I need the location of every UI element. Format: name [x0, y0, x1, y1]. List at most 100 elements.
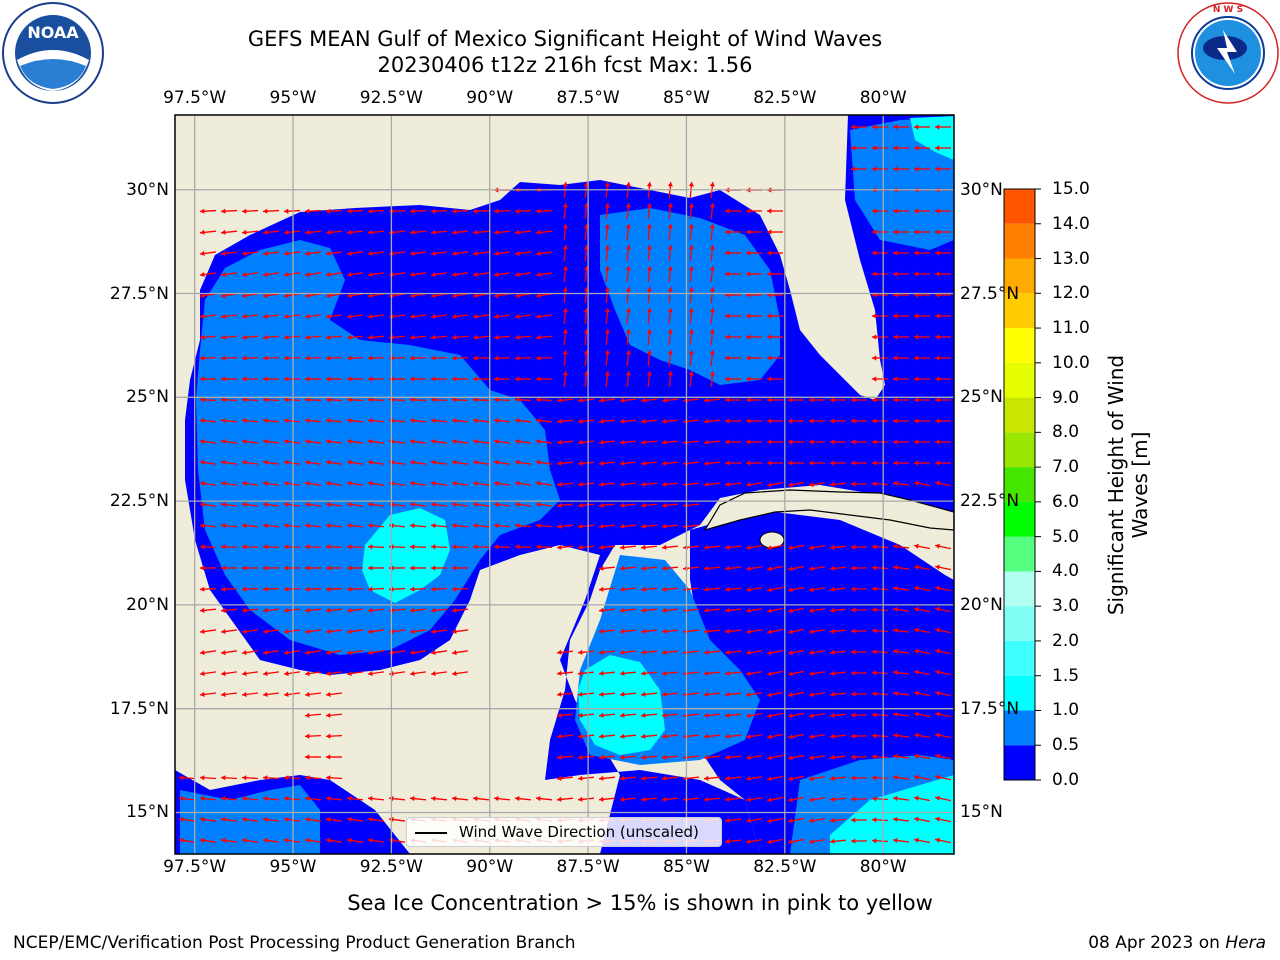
wave-direction-arrow: [220, 229, 238, 235]
wave-direction-arrow: [346, 355, 364, 361]
wave-direction-arrow: [514, 397, 532, 403]
wave-direction-arrow: [914, 439, 930, 445]
wave-direction-arrow: [430, 544, 448, 550]
wave-direction-arrow: [745, 629, 763, 635]
wave-direction-arrow: [935, 753, 951, 760]
wave-direction-arrow: [220, 523, 238, 529]
wave-direction-arrow: [283, 586, 301, 592]
wave-direction-arrow: [304, 650, 322, 656]
wave-direction-arrow: [788, 565, 804, 572]
wave-direction-arrow: [409, 376, 427, 382]
wave-direction-arrow: [199, 586, 217, 592]
wave-direction-arrow: [661, 691, 679, 697]
wave-direction-arrow: [241, 796, 259, 802]
wave-direction-arrow: [241, 523, 259, 529]
wave-direction-arrow: [220, 565, 238, 571]
wave-direction-arrow: [451, 313, 469, 320]
map-legend: Wind Wave Direction (unscaled): [406, 817, 722, 847]
wave-direction-arrow: [220, 501, 238, 508]
wave-direction-arrow: [430, 272, 448, 278]
lat-label-left: 17.5°N: [109, 698, 169, 719]
wave-direction-arrow: [199, 334, 217, 340]
wave-direction-arrow: [619, 754, 637, 760]
wave-direction-arrow: [703, 712, 721, 718]
wave-direction-arrow: [262, 397, 280, 403]
wave-direction-arrow: [556, 439, 574, 445]
lat-label-right: 25°N: [960, 387, 1003, 408]
wave-direction-arrow: [829, 838, 847, 844]
colorbar-segment: [1004, 675, 1035, 711]
wave-direction-arrow: [703, 586, 721, 592]
wave-direction-arrow: [535, 376, 553, 382]
wave-direction-arrow: [304, 376, 322, 382]
wave-direction-arrow: [514, 250, 532, 257]
wave-direction-arrow: [409, 272, 427, 278]
wave-direction-arrow: [220, 418, 238, 424]
wave-direction-arrow: [325, 250, 343, 257]
wave-direction-arrow: [788, 439, 804, 445]
wave-direction-arrow: [935, 627, 951, 634]
wave-direction-arrow: [451, 229, 469, 235]
wave-direction-arrow: [935, 543, 951, 550]
wave-direction-arrow: [178, 816, 196, 823]
wave-direction-arrow: [241, 775, 259, 781]
wave-direction-arrow: [304, 544, 322, 550]
wave-region-mid: [196, 240, 560, 655]
wave-direction-arrow: [724, 607, 742, 613]
wave-direction-arrow: [472, 544, 490, 550]
wave-direction-arrow: [493, 438, 511, 445]
wave-direction-arrow: [829, 481, 847, 487]
lat-label-right: 27.5°N: [960, 283, 1020, 304]
wave-direction-arrow: [619, 418, 637, 424]
wave-direction-arrow: [241, 418, 259, 424]
wave-direction-arrow: [914, 543, 930, 550]
wave-direction-arrow: [346, 837, 364, 843]
wave-direction-arrow: [646, 370, 652, 388]
wave-direction-arrow: [493, 355, 511, 361]
wave-direction-arrow: [262, 691, 280, 698]
wave-direction-arrow: [241, 691, 259, 698]
wave-direction-arrow: [661, 670, 679, 676]
lat-label-right: 22.5°N: [960, 491, 1020, 512]
wave-direction-arrow: [430, 628, 448, 635]
wave-direction-arrow: [262, 313, 280, 320]
wave-direction-arrow: [514, 796, 532, 802]
wave-direction-arrow: [935, 418, 951, 424]
colorbar-segment: [1004, 328, 1035, 363]
wave-direction-arrow: [808, 629, 826, 635]
wave-direction-arrow: [346, 565, 364, 571]
wave-direction-arrow: [871, 817, 889, 823]
colorbar-segment: [1004, 467, 1035, 502]
wave-direction-arrow: [640, 586, 658, 592]
wave-direction-arrow: [409, 229, 427, 235]
wave-direction-arrow: [199, 796, 217, 802]
wave-direction-arrow: [472, 523, 490, 529]
wave-direction-arrow: [178, 837, 196, 843]
wave-direction-arrow: [556, 649, 574, 655]
wave-direction-arrow: [409, 480, 427, 487]
wave-direction-arrow: [667, 244, 673, 262]
wave-direction-arrow: [724, 712, 742, 718]
colorbar-tick-label: 4.0: [1052, 561, 1080, 582]
wave-direction-arrow: [367, 480, 385, 487]
wave-direction-arrow: [241, 586, 259, 592]
wave-direction-arrow: [893, 313, 909, 319]
wave-direction-arrow: [604, 307, 610, 325]
chart-title: GEFS MEAN Gulf of Mexico Significant Hei…: [247, 27, 883, 51]
wave-direction-arrow: [598, 544, 616, 550]
wave-direction-arrow: [788, 418, 804, 424]
wave-direction-arrow: [808, 566, 826, 572]
wave-direction-arrow: [893, 334, 909, 340]
wave-direction-arrow: [577, 481, 595, 487]
wave-direction-arrow: [703, 544, 721, 550]
wave-direction-arrow: [325, 376, 343, 382]
wave-direction-arrow: [451, 650, 469, 656]
wave-direction-arrow: [241, 837, 259, 843]
wave-direction-arrow: [850, 733, 868, 739]
wave-direction-arrow: [625, 307, 631, 325]
wave-direction-arrow: [199, 501, 217, 508]
wave-direction-arrow: [304, 272, 322, 278]
wave-direction-arrow: [304, 712, 322, 718]
wave-direction-arrow: [241, 438, 259, 445]
wave-direction-arrow: [283, 501, 301, 508]
